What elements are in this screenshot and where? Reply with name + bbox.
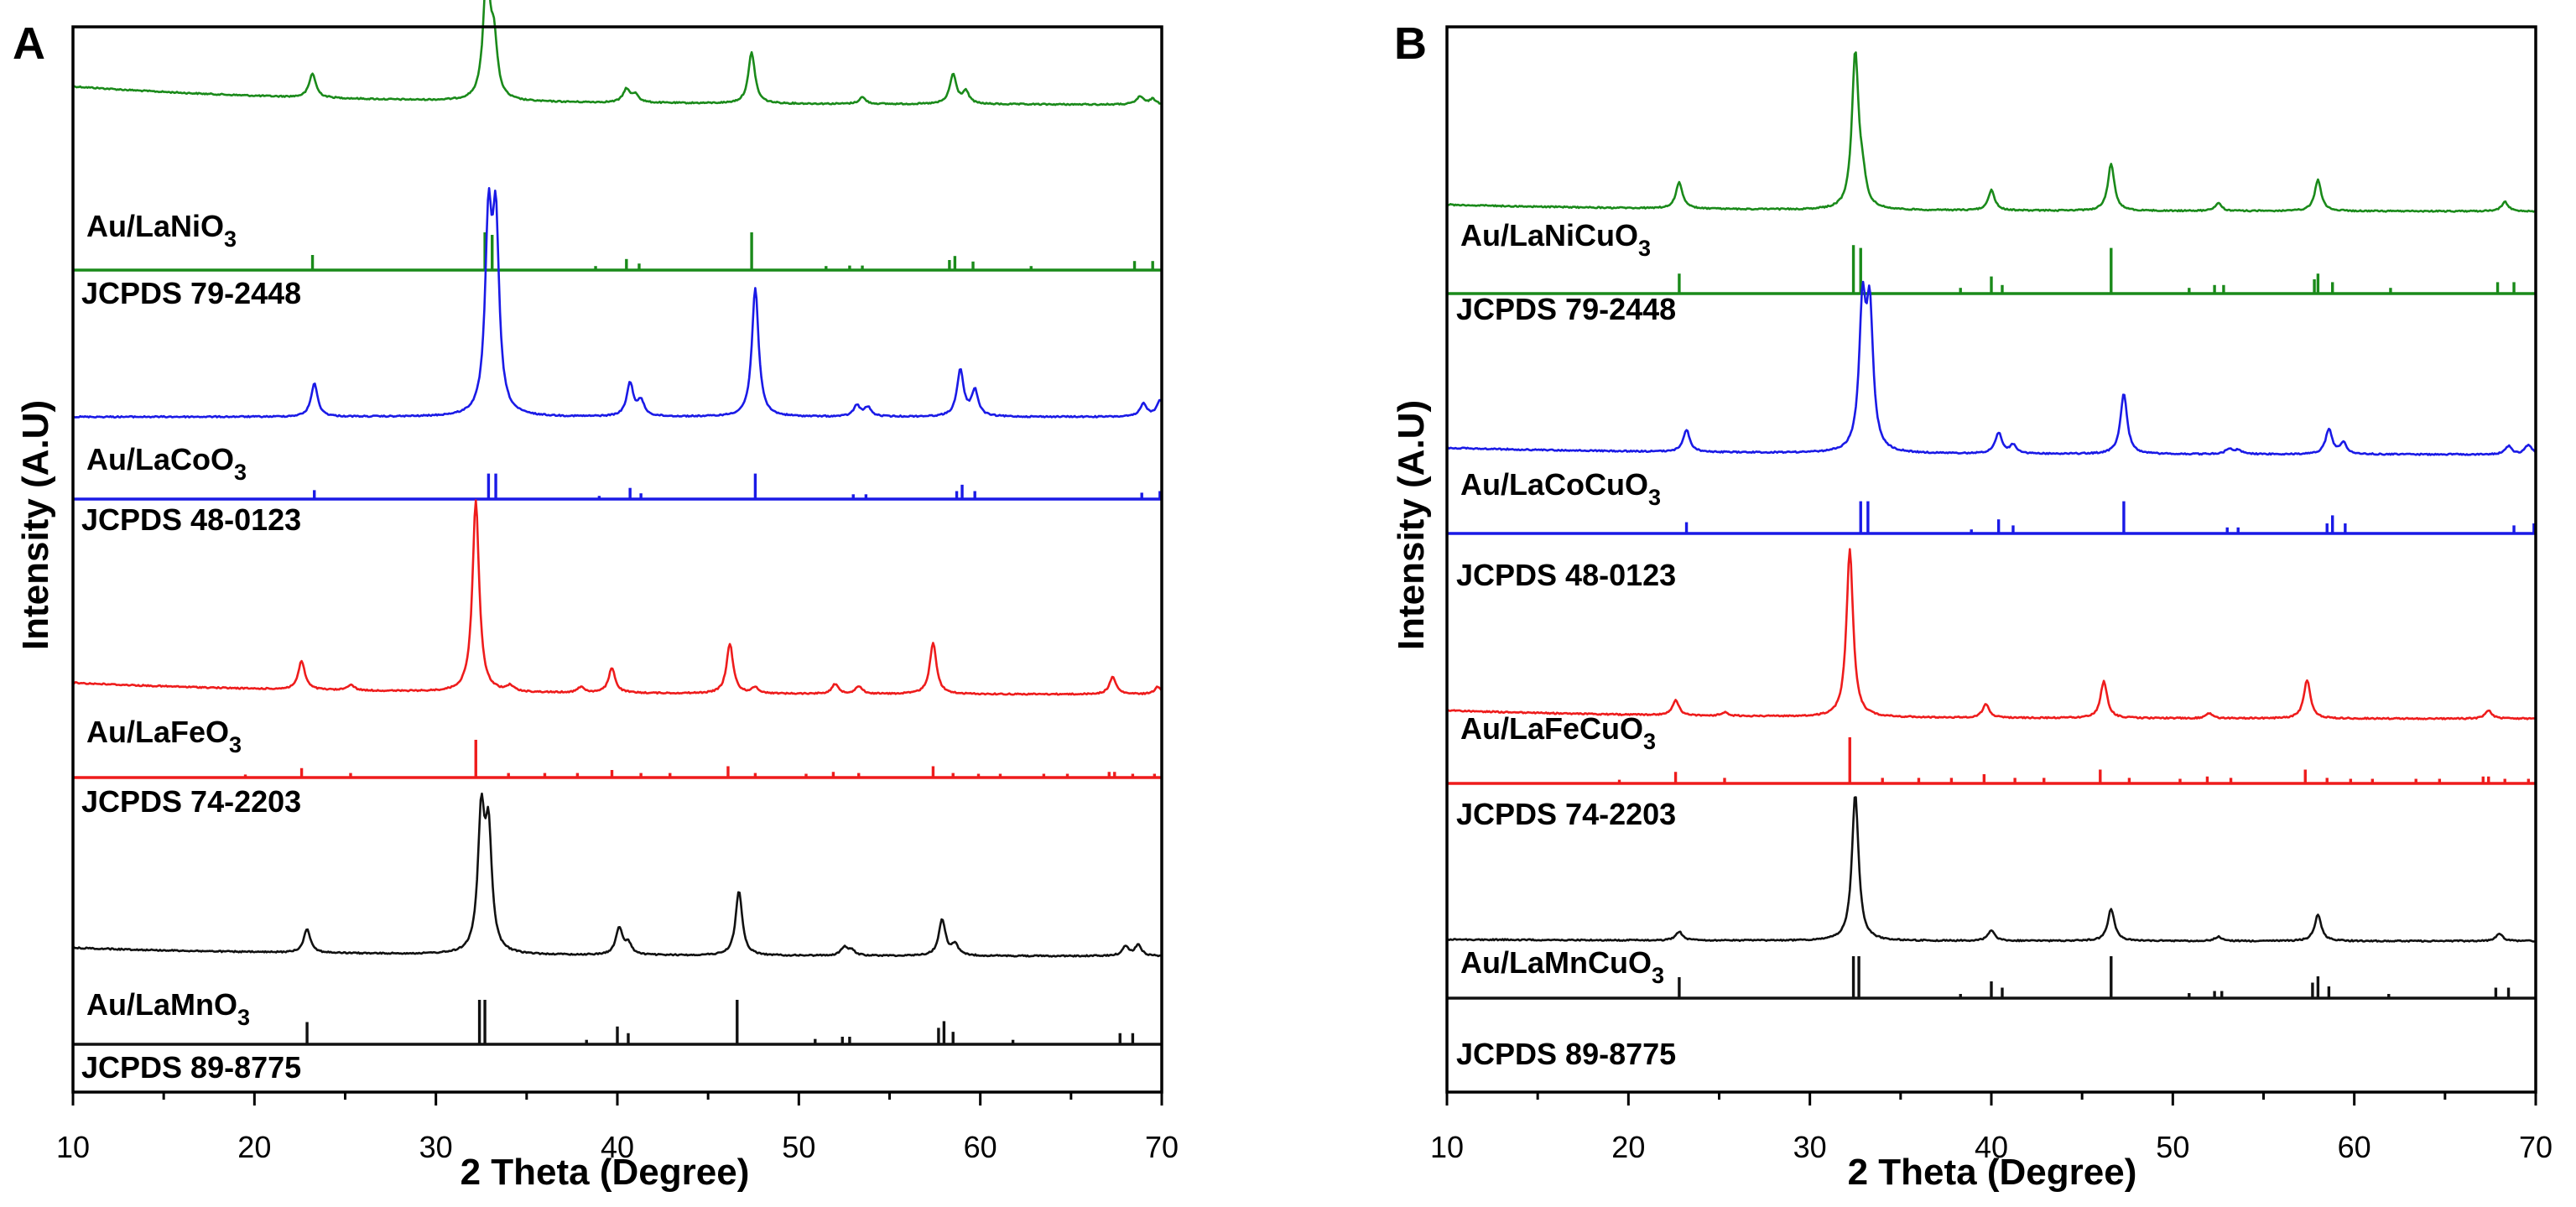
- series-au-lacocuo3: Au/LaCoCuO3 JCPDS 48-0123: [1447, 280, 2537, 592]
- xrd-trace: [72, 187, 1163, 419]
- sample-label-subscript: 3: [1652, 963, 1664, 988]
- sample-label: Au/LaMnCuO3: [1460, 945, 1664, 988]
- sample-label-main: Au/LaFeCuO: [1460, 711, 1643, 746]
- series-au-lanio3: Au/LaNiO3 JCPDS 79-2448: [72, 0, 1163, 310]
- panel-a-y-axis-label: Intensity (A.U): [15, 400, 56, 650]
- xrd-trace: [1446, 548, 2537, 721]
- sample-label-main: Au/LaMnCuO: [1460, 945, 1652, 980]
- panel-b-letter: B: [1394, 18, 1427, 69]
- panel-b-x-tick-label: 20: [1611, 1130, 1645, 1164]
- sample-label-subscript: 3: [1648, 485, 1661, 510]
- panel-b-x-tick-label: 50: [2156, 1130, 2189, 1164]
- sample-label-subscript: 3: [234, 460, 247, 485]
- sample-label-subscript: 3: [224, 226, 237, 252]
- panel-a-x-tick-label: 10: [56, 1130, 90, 1164]
- panel-b-x-tick-label: 40: [1975, 1130, 2008, 1164]
- sample-label: Au/LaCoO3: [86, 442, 247, 485]
- sample-label-main: Au/LaCoO: [86, 442, 234, 476]
- sample-label: Au/LaNiCuO3: [1460, 218, 1651, 261]
- jcpds-label: JCPDS 89-8775: [81, 1050, 301, 1085]
- series-au-lafeo3: Au/LaFeO3 JCPDS 74-2203: [73, 499, 1163, 819]
- series-au-lafecuo3: Au/LaFeCuO3 JCPDS 74-2203: [1446, 548, 2537, 831]
- sample-label: Au/LaMnO3: [86, 987, 250, 1030]
- sample-label: Au/LaCoCuO3: [1460, 467, 1661, 510]
- series-au-lanicuo3: Au/LaNiCuO3 JCPDS 79-2448: [1446, 51, 2537, 326]
- sample-label-subscript: 3: [1638, 236, 1651, 261]
- xrd-trace: [73, 499, 1163, 696]
- panel-a-x-axis-label: 2 Theta (Degree): [461, 1152, 750, 1193]
- panel-a: A Intensity (A.U) 2 Theta (Degree) 10 20 3…: [13, 0, 1179, 1193]
- panel-a-x-tick-label: 60: [964, 1130, 997, 1164]
- sample-label-main: Au/LaNiO: [86, 209, 224, 243]
- panel-b-y-axis-label: Intensity (A.U): [1391, 400, 1432, 650]
- sample-label: Au/LaNiO3: [86, 209, 237, 252]
- panel-a-x-tick-label: 20: [237, 1130, 271, 1164]
- panel-a-frame: [71, 25, 1163, 1094]
- panel-a-x-tick-label: 40: [601, 1130, 634, 1164]
- sample-label-main: Au/LaCoCuO: [1460, 467, 1648, 502]
- jcpds-label: JCPDS 79-2448: [81, 276, 301, 310]
- sample-label-subscript: 3: [237, 1005, 250, 1030]
- jcpds-label: JCPDS 89-8775: [1456, 1037, 1676, 1071]
- sample-label: Au/LaFeCuO3: [1460, 711, 1656, 754]
- panel-b-x-tick-label: 10: [1430, 1130, 1464, 1164]
- jcpds-label: JCPDS 74-2203: [81, 784, 301, 819]
- xrd-trace: [1447, 280, 2537, 456]
- panel-a-x-tick-label: 50: [782, 1130, 815, 1164]
- sample-label-main: Au/LaFeO: [86, 715, 229, 749]
- jcpds-label: JCPDS 79-2448: [1456, 292, 1676, 326]
- sample-label-main: Au/LaNiCuO: [1460, 218, 1638, 252]
- xrd-trace: [72, 792, 1163, 958]
- sample-label-subscript: 3: [229, 732, 242, 757]
- xrd-trace: [72, 0, 1163, 107]
- jcpds-label: JCPDS 48-0123: [1456, 558, 1676, 592]
- panel-b-x-tick-label: 30: [1793, 1130, 1827, 1164]
- panel-b-x-tick-label: 60: [2338, 1130, 2371, 1164]
- panel-a-x-tick-label: 30: [419, 1130, 453, 1164]
- panel-a-x-tick-label: 70: [1145, 1130, 1179, 1164]
- panel-b-frame: [1445, 25, 2537, 1094]
- sample-label: Au/LaFeO3: [86, 715, 242, 757]
- panel-a-letter: A: [13, 18, 45, 69]
- jcpds-label: JCPDS 74-2203: [1456, 797, 1676, 831]
- panel-b-x-axis-label: 2 Theta (Degree): [1848, 1152, 2137, 1193]
- jcpds-label: JCPDS 48-0123: [81, 502, 301, 537]
- sample-label-main: Au/LaMnO: [86, 987, 237, 1022]
- panel-b: B Intensity (A.U) 2 Theta (Degree) 10 20 3…: [1391, 18, 2553, 1193]
- series-au-lamno3: Au/LaMnO3 JCPDS 89-8775: [72, 792, 1163, 1085]
- series-au-lamncuo3: Au/LaMnCuO3 JCPDS 89-8775: [1446, 796, 2537, 1071]
- xrd-trace: [1446, 796, 2537, 943]
- panel-b-x-tick-label: 70: [2519, 1130, 2553, 1164]
- xrd-trace: [1446, 51, 2537, 213]
- sample-label-subscript: 3: [1643, 729, 1656, 754]
